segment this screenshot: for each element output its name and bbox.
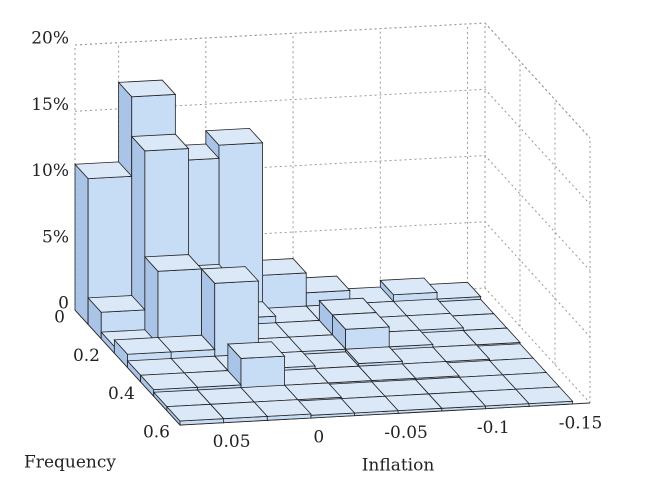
- bar: [166, 403, 225, 427]
- bar-top: [204, 127, 264, 146]
- bar-top: [344, 346, 404, 364]
- bar: [74, 161, 133, 326]
- y-tick-label: 0: [54, 308, 65, 328]
- x-tick-label: 0.05: [213, 432, 251, 452]
- x-tick-label: -0.1: [477, 418, 510, 438]
- y-axis-title: Frequency: [24, 453, 116, 473]
- z-tick-label: 10%: [31, 161, 69, 181]
- z-tick-label: 20%: [31, 29, 69, 49]
- bar: [253, 399, 312, 422]
- grid-line: [74, 22, 591, 139]
- bar: [144, 254, 203, 352]
- z-tick-label: 15%: [31, 95, 69, 115]
- bar-top: [166, 403, 225, 422]
- z-tick-label: 5%: [42, 227, 69, 247]
- y-tick-label: 0.4: [108, 384, 135, 404]
- bar: [296, 398, 356, 420]
- y-tick-label: 0.2: [73, 346, 100, 366]
- x-tick-label: -0.15: [559, 413, 603, 433]
- x-tick-label: -0.05: [384, 423, 428, 443]
- bar-top: [139, 372, 199, 391]
- bar-top: [379, 277, 438, 296]
- bar-top: [331, 312, 391, 330]
- bar-top: [200, 266, 260, 284]
- bar-side: [74, 163, 89, 326]
- x-axis-title: Inflation: [362, 456, 435, 476]
- x-tick-label: 0: [313, 427, 324, 447]
- z-tick-label: 0: [58, 294, 69, 314]
- grid-line: [74, 88, 591, 205]
- y-tick-label: 0.6: [143, 423, 170, 443]
- bar-top: [117, 79, 177, 98]
- bar-top: [226, 341, 286, 359]
- bar-top: [113, 337, 172, 355]
- bar-top: [130, 133, 190, 152]
- wall-edge: [484, 22, 591, 139]
